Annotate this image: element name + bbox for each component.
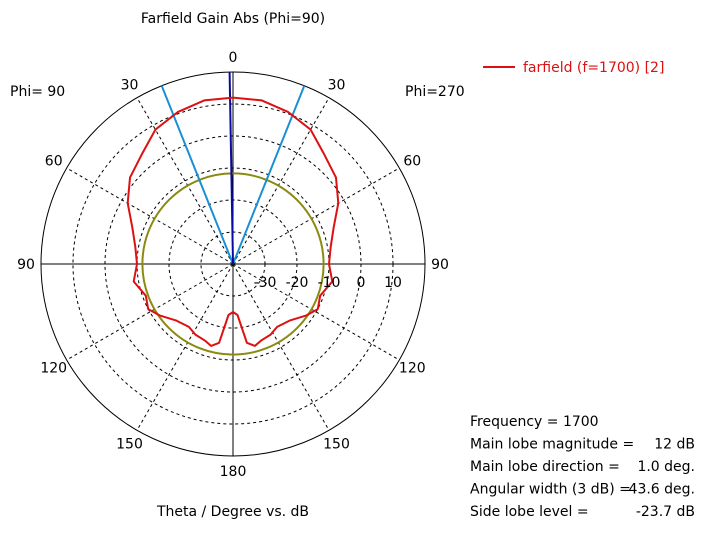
angle-tick-labels: 0 30 60 90 120 150 180 30 60 90 120 150 [17, 50, 449, 480]
radial-tick-label: 0 [357, 275, 366, 291]
grid-spoke [136, 97, 234, 265]
info-label: Side lobe level = [470, 504, 589, 520]
grid-spoke [232, 263, 330, 431]
legend-label: farfield (f=1700) [2] [523, 60, 664, 76]
main-lobe-direction-line [228, 71, 234, 265]
series-line [126, 96, 340, 347]
info-value: -23.7 dB [636, 504, 695, 520]
info-value: 43.6 deg. [629, 482, 695, 498]
angle-tick-label: 60 [45, 154, 63, 170]
grid-spoke [136, 263, 234, 431]
info-label: Main lobe direction = [470, 459, 620, 475]
grid-spoke [232, 97, 330, 265]
right-half-label: Phi=270 [405, 84, 465, 100]
angle-tick-label: 30 [328, 78, 346, 94]
angle-tick-label: 90 [17, 257, 35, 273]
radial-tick-labels: -30 -20 -10 0 10 [254, 275, 402, 291]
angle-tick-label: 180 [220, 464, 247, 480]
angle-tick-label: 120 [399, 361, 426, 377]
radial-tick-label: -30 [254, 275, 277, 291]
info-label: Frequency = 1700 [470, 414, 599, 430]
info-block: Frequency = 1700 Main lobe magnitude = 12 … [470, 414, 695, 520]
chart-title: Farfield Gain Abs (Phi=90) [141, 11, 325, 27]
info-value: 12 dB [654, 437, 695, 453]
angle-tick-label: 30 [121, 78, 139, 94]
left-half-label: Phi= 90 [10, 84, 65, 100]
angle-tick-label: 90 [431, 257, 449, 273]
x-axis-label: Theta / Degree vs. dB [156, 504, 309, 520]
radial-tick-label: -20 [286, 275, 309, 291]
angle-tick-label: 120 [40, 361, 67, 377]
polar-grid [40, 71, 426, 457]
grid-spoke [66, 167, 234, 265]
grid-spoke [66, 263, 234, 361]
info-value: 1.0 deg. [637, 459, 695, 475]
sidelobe-level-ring [141, 172, 325, 356]
radial-tick-label: -10 [318, 275, 341, 291]
grid-spoke [232, 167, 400, 265]
radial-tick-label: 10 [384, 275, 402, 291]
info-label: Angular width (3 dB) = [470, 482, 631, 498]
pattern-series [126, 96, 340, 347]
legend: farfield (f=1700) [2] [483, 60, 664, 76]
angle-tick-label: 150 [116, 436, 143, 452]
angle-tick-label: 60 [403, 154, 421, 170]
grid-spoke [232, 263, 400, 361]
angle-tick-label: 0 [229, 50, 238, 66]
info-label: Main lobe magnitude = [470, 437, 634, 453]
angle-tick-label: 150 [323, 436, 350, 452]
